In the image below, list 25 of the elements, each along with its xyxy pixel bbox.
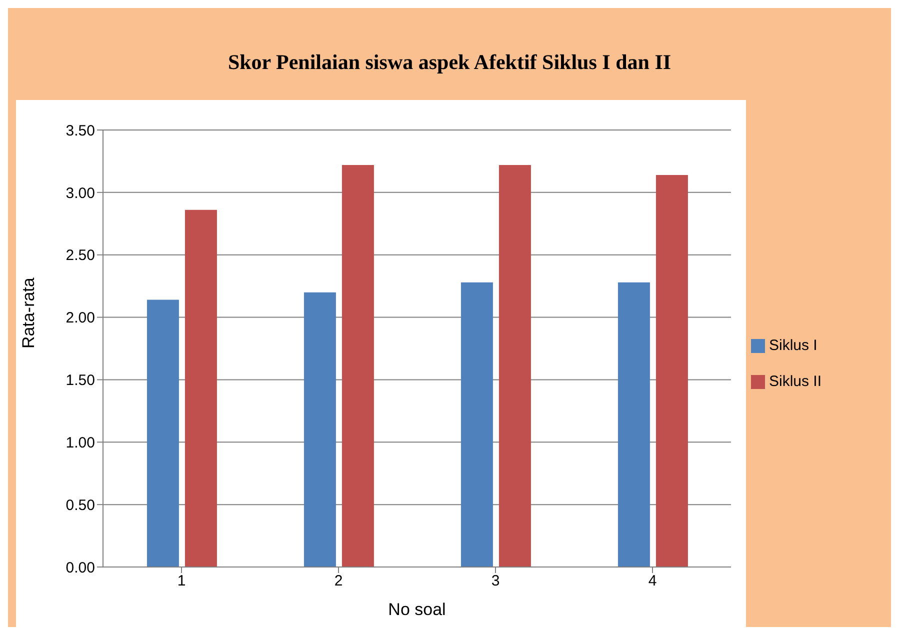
y-tick-label: 3.00 (66, 184, 95, 202)
bar (460, 282, 493, 567)
x-tick-label: 1 (177, 572, 186, 590)
y-tick-label: 2.00 (66, 310, 95, 327)
y-tick-label: 0.50 (66, 496, 95, 514)
bar (304, 292, 336, 567)
y-axis-title: Rata-rata (19, 277, 38, 348)
bar (618, 282, 650, 567)
chart-title: Skor Penilaian siswa aspek Afektif Siklus I dan II (226, 50, 672, 75)
bar (342, 164, 374, 567)
bar (656, 174, 688, 567)
y-tick-label: 1.50 (66, 372, 95, 390)
bar (498, 164, 531, 567)
y-tick-label: 1.00 (66, 434, 95, 452)
x-tick-label: 2 (334, 572, 343, 590)
y-tick-label: 2.50 (66, 247, 95, 264)
x-axis-title: No soal (388, 600, 446, 619)
y-tick-label: 0.00 (66, 559, 95, 576)
y-tick-label: 3.50 (66, 122, 95, 140)
x-tick-label: 3 (491, 572, 500, 590)
bar (146, 300, 179, 567)
x-tick-label: 4 (648, 572, 657, 590)
legend-label: Siklus II (769, 372, 822, 390)
bar (184, 210, 217, 567)
legend-label: Siklus I (769, 336, 818, 354)
